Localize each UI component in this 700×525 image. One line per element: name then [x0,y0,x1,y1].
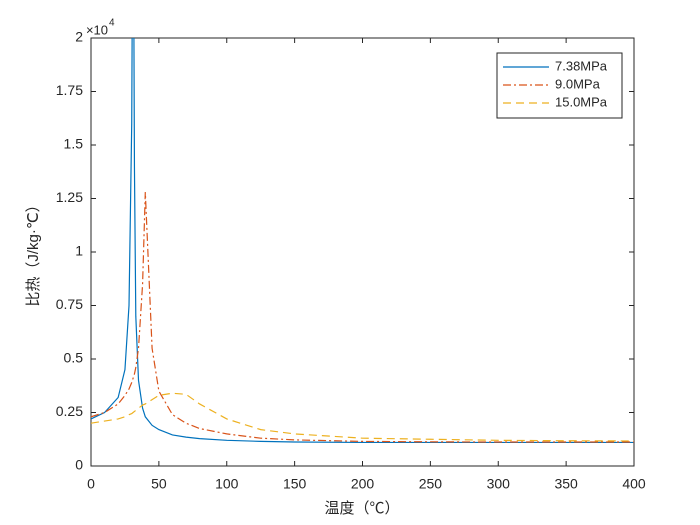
legend-box [496,52,623,119]
y-tick-label: 0.25 [56,403,83,419]
y-tick-label: 0.5 [64,350,84,366]
y-axis-label: 比热（J/kg·℃） [25,197,42,306]
x-tick-label: 50 [151,476,167,492]
legend-label: 15.0MPa [555,94,608,109]
y-tick-label: 1.25 [56,189,83,205]
series-line [91,38,634,444]
x-tick-label: 150 [283,476,307,492]
x-tick-label: 250 [419,476,443,492]
y-multiplier: ×10 [86,22,108,37]
y-tick-label: 1.75 [56,82,83,98]
x-tick-label: 0 [87,476,95,492]
x-axis-label: 温度（℃） [324,500,399,517]
legend-label: 7.38MPa [555,58,608,73]
y-tick-label: 0.75 [56,296,83,312]
y-tick-label: 2 [75,29,83,45]
y-tick-label: 0 [75,457,83,473]
x-tick-label: 200 [351,476,375,492]
lines [91,38,634,444]
x-tick-label: 400 [622,476,646,492]
series-line [91,192,634,443]
y-tick-label: 1.5 [64,136,84,152]
y-tick-label: 1 [75,243,83,259]
series-line [91,392,634,442]
x-tick-label: 350 [554,476,578,492]
x-tick-label: 300 [487,476,511,492]
y-multiplier-exponent: 4 [109,18,115,29]
legend-label: 9.0MPa [555,76,601,91]
x-tick-label: 100 [215,476,239,492]
